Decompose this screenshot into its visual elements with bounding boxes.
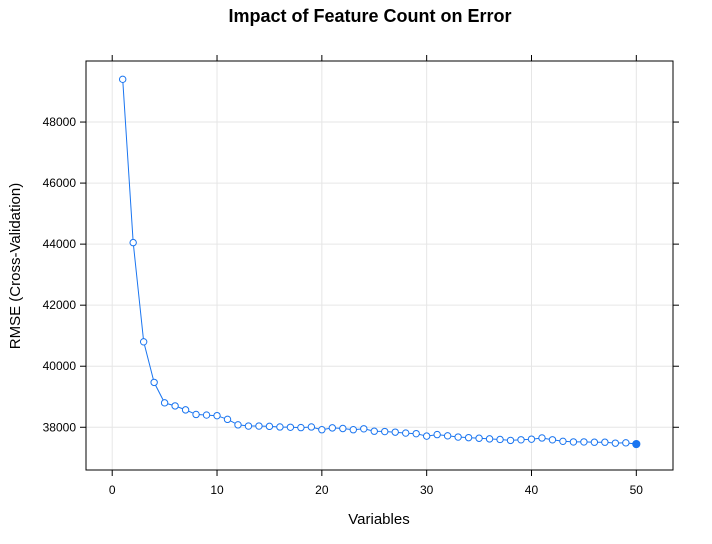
y-tick-label: 44000 <box>43 237 77 251</box>
data-point <box>234 421 242 429</box>
data-point <box>181 406 190 414</box>
data-point <box>569 438 578 446</box>
data-point <box>150 378 158 387</box>
data-point <box>422 432 431 440</box>
y-tick-label: 42000 <box>43 298 77 312</box>
data-point <box>297 423 305 432</box>
data-point <box>328 424 337 432</box>
data-point <box>454 433 462 441</box>
line-layer <box>122 79 637 445</box>
data-point <box>339 424 347 433</box>
x-axis-label: Variables <box>348 511 409 528</box>
data-point <box>548 436 557 444</box>
x-tick-label: 10 <box>210 483 224 497</box>
data-point <box>265 422 274 431</box>
y-tick-label: 40000 <box>43 359 77 373</box>
grid-layer <box>86 61 673 470</box>
x-tick-label: 20 <box>315 483 329 497</box>
data-point <box>192 410 200 419</box>
data-point <box>580 438 588 446</box>
highlight-point <box>632 439 641 449</box>
data-point <box>318 426 326 434</box>
data-point <box>622 439 630 447</box>
data-point <box>402 429 410 437</box>
data-point <box>443 432 452 440</box>
data-point <box>223 415 232 424</box>
data-point <box>360 425 368 433</box>
data-point <box>370 427 378 435</box>
point-layer <box>118 75 641 449</box>
data-point <box>129 238 137 247</box>
data-point <box>202 411 211 419</box>
data-point <box>559 437 567 446</box>
data-point <box>412 429 420 438</box>
data-point <box>538 434 546 442</box>
data-point <box>464 433 473 442</box>
data-point <box>517 436 525 444</box>
y-tick-label: 38000 <box>43 420 77 434</box>
data-point <box>171 402 179 410</box>
x-tick-label: 40 <box>525 483 539 497</box>
data-point <box>527 435 536 443</box>
data-point <box>139 338 148 346</box>
data-point <box>391 428 399 436</box>
data-point <box>286 423 295 431</box>
plot-frame <box>85 60 674 471</box>
data-point <box>496 435 504 444</box>
data-point <box>307 423 316 431</box>
y-tick-label: 46000 <box>43 176 77 190</box>
data-point <box>590 438 599 446</box>
chart-title: Impact of Feature Count on Error <box>228 6 511 26</box>
data-point <box>506 436 515 445</box>
tick-layer: 0 10 20 30 40 50 38000 40000 42000 44000 46000 4800… <box>43 55 679 497</box>
data-point <box>475 434 483 442</box>
data-point <box>611 439 620 447</box>
data-point <box>433 430 441 439</box>
data-point <box>118 75 127 84</box>
x-tick-label: 0 <box>109 483 116 497</box>
data-point <box>349 426 357 434</box>
data-point <box>276 423 284 431</box>
data-point <box>213 411 221 420</box>
data-point <box>601 438 609 446</box>
data-point <box>244 422 253 430</box>
y-axis-label: RMSE (Cross-Validation) <box>7 183 24 349</box>
y-tick-label: 48000 <box>43 115 77 129</box>
data-point <box>160 399 169 407</box>
data-point <box>255 422 263 430</box>
x-tick-label: 30 <box>420 483 434 497</box>
x-tick-label: 50 <box>630 483 644 497</box>
data-point <box>381 427 389 436</box>
data-point <box>485 435 494 443</box>
series-line <box>122 79 637 445</box>
